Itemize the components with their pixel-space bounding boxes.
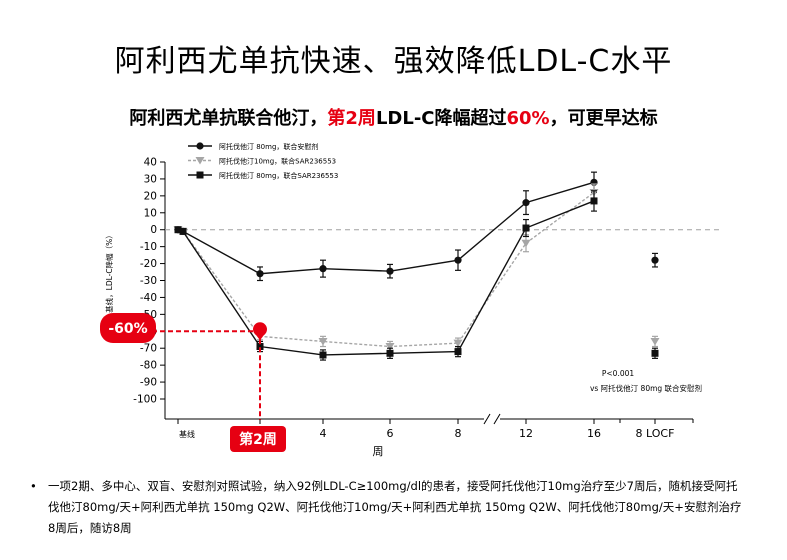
x-axis-label: 周	[373, 445, 384, 458]
y-tick-label: 30	[144, 173, 157, 185]
y-tick-label: -90	[140, 377, 157, 389]
series-3-point	[590, 197, 598, 205]
series-2-point	[521, 239, 531, 248]
x-tick-label: 6	[387, 427, 394, 440]
subtitle-part-3: LDL-C降幅超过	[375, 108, 507, 129]
series-2-point	[453, 339, 463, 348]
subtitle-part-5: ，可更早达标	[549, 108, 658, 129]
series-1-point	[454, 256, 462, 264]
legend-marker	[195, 157, 205, 165]
x-tick-label: 16	[587, 427, 601, 440]
y-axis-label: 基线，LDL-C降幅（%）	[104, 231, 114, 313]
legend-label: 阿托伐他汀 80mg，联合SAR236553	[219, 171, 338, 180]
legend-label: 阿托伐他汀10mg，联合SAR236553	[219, 157, 336, 166]
x-tick-label: 4	[320, 427, 327, 440]
series-2-locf-point	[650, 337, 660, 346]
y-tick-label: -20	[140, 258, 157, 270]
series-3-line	[177, 200, 595, 356]
stats-comparison-label: vs 阿托伐他汀 80mg 联合安慰剂	[590, 383, 702, 393]
highlight-value-label: -60%	[108, 321, 147, 337]
page-subtitle: 阿利西尤单抗联合他汀，第2周LDL-C降幅超过60%，可更早达标	[0, 104, 787, 130]
y-tick-label: -30	[140, 275, 157, 287]
subtitle-highlight-percent: 60%	[506, 108, 550, 129]
x-tick-label: 8 LOCF	[636, 427, 675, 440]
series-3-point	[319, 351, 327, 359]
series-3-point	[174, 226, 182, 234]
highlight-week-label: 第2周	[239, 431, 277, 448]
series-3-point	[179, 227, 187, 235]
y-tick-label: 40	[144, 157, 157, 169]
footnote-bullet: •	[30, 479, 37, 493]
y-tick-label: -40	[140, 292, 157, 304]
y-tick-label: -10	[140, 241, 157, 253]
series-2-line	[177, 191, 595, 348]
series-3-point	[386, 349, 394, 357]
ldl-change-chart: 403020100-10-20-30-40-50-60-70-80-90-100…	[100, 142, 720, 458]
subtitle-part-1: 阿利西尤单抗联合他汀，	[129, 108, 328, 129]
series-2-point	[318, 337, 328, 346]
y-tick-label: -100	[133, 394, 157, 406]
legend-label: 阿托伐他汀 80mg，联合安慰剂	[219, 142, 318, 151]
stats-p-value: P<0.001	[602, 369, 635, 378]
series-3-locf-point	[651, 349, 659, 357]
page-title: 阿利西尤单抗快速、强效降低LDL-C水平	[114, 44, 673, 79]
axis-break-mark	[493, 413, 501, 425]
series-1-point	[522, 199, 530, 207]
highlight-week-badge	[230, 426, 286, 452]
series-3-point	[454, 348, 462, 356]
y-tick-label: 0	[150, 224, 157, 236]
series-3-point	[256, 343, 264, 351]
y-tick-label: 10	[144, 207, 157, 219]
series-1-locf-point	[651, 256, 659, 264]
y-tick-label: 20	[144, 190, 157, 202]
series-1-line	[177, 181, 595, 275]
study-footnote: • 一项2期、多中心、双盲、安慰剂对照试验，纳入92例LDL-C≥100mg/d…	[30, 476, 748, 539]
subtitle-highlight-week: 第2周	[327, 108, 376, 129]
highlight-pin-tip	[254, 332, 266, 341]
series-1-point	[256, 270, 264, 278]
footnote-text: 一项2期、多中心、双盲、安慰剂对照试验，纳入92例LDL-C≥100mg/dl的…	[48, 479, 742, 535]
legend-marker	[196, 142, 204, 150]
highlight-value-badge	[100, 313, 156, 343]
axis-break-mark	[483, 413, 491, 425]
x-tick-label: 基线	[179, 429, 195, 439]
x-tick-label: 12	[519, 427, 533, 440]
x-tick-label: 8	[455, 427, 462, 440]
series-2-point	[385, 343, 395, 351]
series-3-point	[522, 224, 530, 232]
series-1-point	[386, 267, 394, 275]
y-tick-label: -80	[140, 360, 157, 372]
legend-marker	[196, 171, 204, 179]
y-tick-label: -70	[140, 343, 157, 355]
series-1-point	[319, 265, 327, 273]
